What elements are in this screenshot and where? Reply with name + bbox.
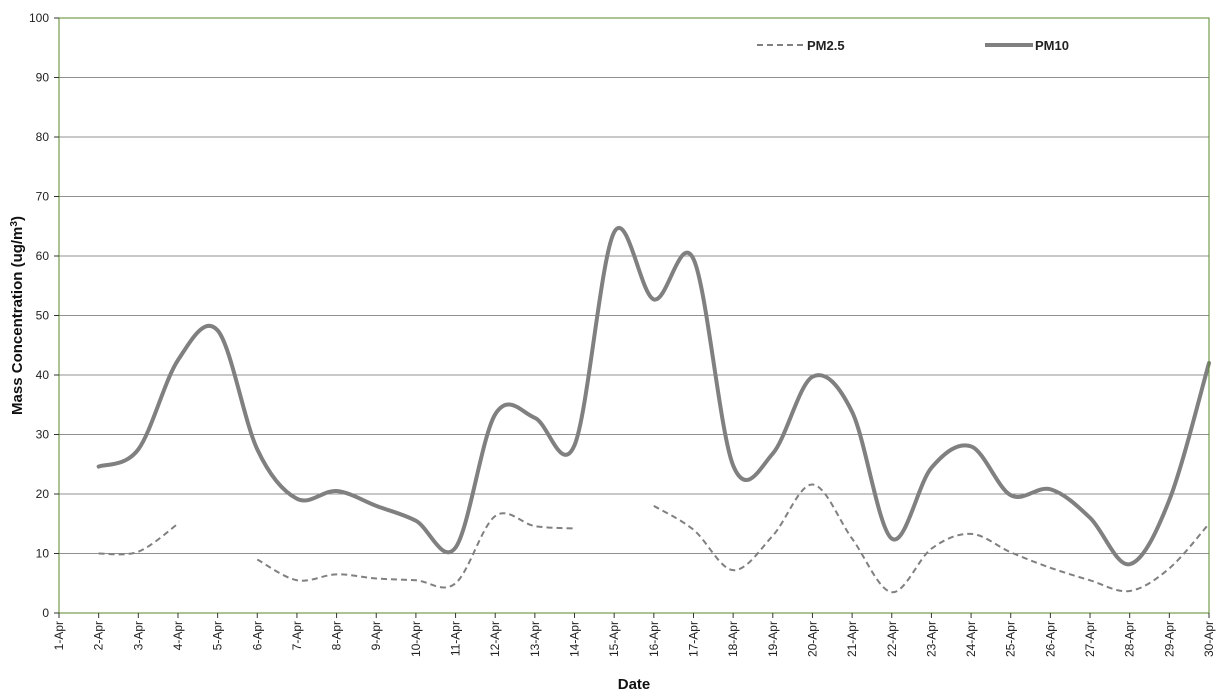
x-tick-label: 29-Apr	[1162, 621, 1176, 657]
y-axis-title-main: Mass Concentration (ug/m	[9, 227, 26, 415]
x-tick-label: 12-Apr	[488, 621, 502, 657]
x-tick-label: 27-Apr	[1083, 621, 1097, 657]
x-tick-label: 13-Apr	[528, 621, 542, 657]
x-tick-label: 23-Apr	[924, 621, 938, 657]
x-tick-label: 1-Apr	[52, 621, 66, 650]
x-tick-label: 6-Apr	[250, 621, 264, 650]
series-line-pm25	[256, 512, 575, 589]
series-line-pm10	[96, 226, 1211, 567]
legend: PM2.5 PM10	[757, 38, 1069, 53]
x-tick-label: 4-Apr	[171, 621, 185, 650]
y-tick-label: 90	[36, 71, 50, 85]
y-tick-label: 80	[36, 130, 50, 144]
x-axis-ticks: 1-Apr 2-Apr 3-Apr 4-Apr 5-Apr 6-Apr 7-Apr 8-Apr…	[52, 613, 1216, 657]
x-tick-label: 17-Apr	[686, 621, 700, 657]
x-tick-label: 10-Apr	[409, 621, 423, 657]
y-tick-label: 40	[36, 368, 50, 382]
x-tick-label: 30-Apr	[1202, 621, 1216, 657]
y-axis-title-close: )	[9, 216, 26, 221]
x-tick-label: 18-Apr	[726, 621, 740, 657]
y-axis-ticks: 0 10 20 30 40 50 60 70 80 90 100	[29, 11, 59, 620]
x-tick-label: 2-Apr	[92, 621, 106, 650]
y-tick-label: 20	[36, 487, 50, 501]
legend-label-pm10: PM10	[1035, 38, 1069, 53]
x-tick-label: 26-Apr	[1043, 621, 1057, 657]
x-tick-label: 8-Apr	[330, 621, 344, 650]
x-tick-label: 22-Apr	[885, 621, 899, 657]
x-tick-label: 19-Apr	[766, 621, 780, 657]
x-tick-label: 3-Apr	[131, 621, 145, 650]
series-line-pm25	[98, 522, 179, 556]
y-axis-title: Mass Concentration (ug/m3)	[9, 216, 27, 415]
y-tick-label: 70	[36, 190, 50, 204]
x-tick-label: 16-Apr	[647, 621, 661, 657]
y-tick-label: 100	[29, 11, 49, 25]
x-tick-label: 24-Apr	[964, 621, 978, 657]
x-tick-label: 9-Apr	[369, 621, 383, 650]
y-tick-label: 10	[36, 547, 50, 561]
y-tick-label: 60	[36, 249, 50, 263]
y-tick-label: 50	[36, 309, 50, 323]
gridlines	[59, 77, 1209, 554]
x-tick-label: 28-Apr	[1123, 621, 1137, 657]
x-tick-label: 15-Apr	[607, 621, 621, 657]
x-tick-label: 14-Apr	[568, 621, 582, 657]
x-tick-label: 21-Apr	[845, 621, 859, 657]
y-axis-title-superscript: 3	[9, 221, 20, 227]
legend-label-pm25: PM2.5	[807, 38, 845, 53]
y-tick-label: 0	[42, 606, 49, 620]
x-tick-label: 25-Apr	[1004, 621, 1018, 657]
x-tick-label: 20-Apr	[805, 621, 819, 657]
x-tick-label: 7-Apr	[290, 621, 304, 650]
x-tick-label: 11-Apr	[449, 621, 463, 656]
x-tick-label: 5-Apr	[211, 621, 225, 650]
series-line-pm25	[653, 483, 1210, 594]
x-axis-title: Date	[618, 676, 651, 693]
y-tick-label: 30	[36, 428, 50, 442]
series-lines	[96, 226, 1211, 594]
